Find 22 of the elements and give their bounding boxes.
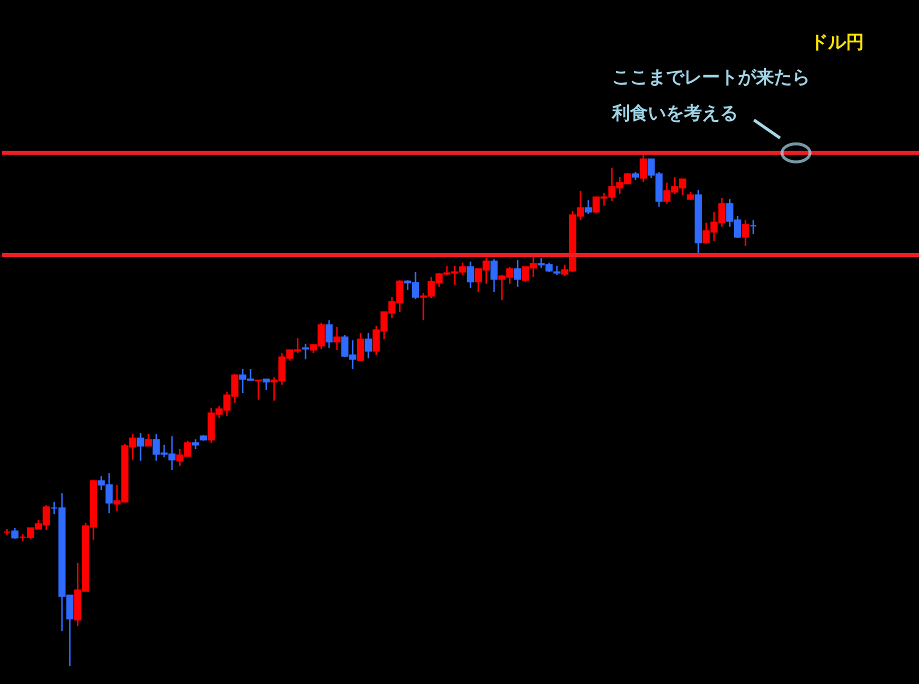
candlestick: [490, 258, 498, 293]
candlestick: [750, 219, 757, 235]
candlestick: [640, 152, 647, 183]
text: 利食いを考える: [611, 103, 738, 124]
candlestick: [11, 527, 18, 540]
candlestick: [584, 199, 592, 215]
candlestick: [356, 332, 364, 362]
candlestick: [514, 259, 522, 288]
text: ドル円: [810, 32, 864, 53]
candlestick: [364, 332, 372, 359]
candlestick: [254, 379, 262, 400]
candlestick: [144, 433, 152, 447]
candlestick: [136, 432, 144, 462]
candlestick: [192, 438, 200, 450]
candlestick: [302, 343, 310, 360]
candlestick: [333, 326, 341, 351]
text: ここまでレートが来たら: [612, 67, 810, 88]
candlestick: [466, 260, 474, 289]
candlestick: [262, 378, 270, 391]
candlestick: [742, 219, 750, 247]
candlestick: [325, 319, 333, 349]
candlestick: [553, 265, 561, 276]
